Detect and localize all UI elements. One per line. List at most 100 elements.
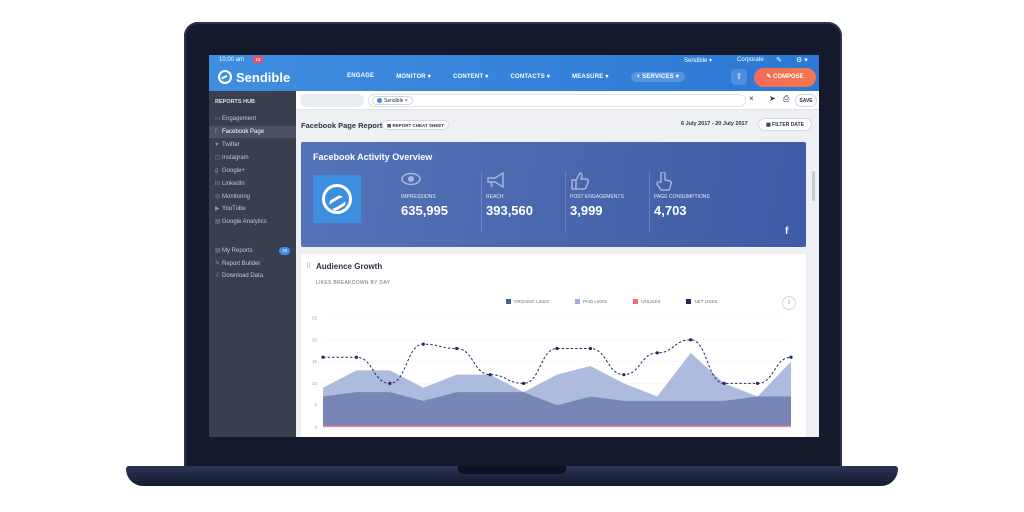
cheat-sheet-button[interactable]: ▤ REPORT CHEAT SHEET	[382, 120, 449, 130]
stat-label: POST ENGAGEMENTS	[570, 194, 624, 200]
reports-sidebar: REPORTS HUB ▭Engagement f Facebook Page ♥ Tw…	[209, 91, 296, 437]
sidebar-item-linkedin[interactable]: in LinkedIn	[209, 178, 296, 190]
tools-icon[interactable]: ✎	[776, 57, 782, 64]
page-title: Facebook Page Report	[301, 121, 383, 130]
top-bar: 10:00 am 15 Sendible ▾ Corporate ✎ ⚙ ▾ S…	[209, 55, 819, 91]
net-likes-point	[455, 346, 459, 351]
sidebar-item-label: LinkedIn	[222, 181, 245, 187]
print-icon[interactable]: ⎙	[783, 94, 790, 103]
monitoring-icon: ◎	[215, 194, 221, 200]
y-tick-label: 5	[314, 403, 317, 408]
nav-monitor[interactable]: MONITOR ▾	[396, 73, 431, 85]
nav-measure[interactable]: MEASURE ▾	[572, 73, 609, 85]
legend-net[interactable]: NET LIKES	[686, 299, 717, 304]
main-content: Sendible × × ➤ ⎙ SAVE Facebook Page Repo…	[296, 91, 819, 437]
sidebar-item-monitoring[interactable]: ◎ Monitoring	[209, 191, 296, 203]
pencil-icon: ✎	[766, 74, 772, 80]
sidebar-item-label: My Reports	[222, 248, 253, 254]
sidebar-item-report-builder[interactable]: ✎ Report Builder	[209, 258, 296, 270]
sidebar-item-engagement[interactable]: ▭Engagement	[209, 113, 296, 125]
youtube-icon: ▶	[215, 206, 220, 212]
sidebar-item-google[interactable]: g Google+	[209, 165, 296, 177]
nav-services[interactable]: + SERVICES ▾	[630, 72, 686, 82]
profile-select[interactable]	[300, 94, 364, 107]
clock: 10:00 am	[219, 57, 245, 63]
stat-post-engagements: POST ENGAGEMENTS 3,999	[565, 172, 650, 232]
profile-filter-input[interactable]: Sendible ×	[368, 94, 746, 107]
sidebar-item-my-reports[interactable]: ▤My Reports 18	[209, 245, 296, 257]
net-likes-point	[388, 381, 392, 385]
download-chart-button[interactable]: ⇩	[782, 296, 796, 310]
upload-button[interactable]: ⇪	[731, 69, 747, 85]
sidebar-item-label: Google Analytics	[222, 219, 267, 225]
clear-filter-icon[interactable]: ×	[749, 94, 754, 103]
sidebar-heading: REPORTS HUB	[215, 99, 256, 105]
chevron-down-icon: ▾	[804, 57, 808, 64]
net-likes-point	[722, 381, 726, 385]
plus-icon: +	[636, 74, 641, 80]
sidebar-item-label: Twitter	[222, 142, 240, 148]
sidebar-item-twitter[interactable]: ♥ Twitter	[209, 139, 296, 151]
chevron-down-icon: ▾	[546, 74, 551, 80]
drag-handle-icon[interactable]: ⠿	[306, 263, 312, 270]
activity-overview-card: Facebook Activity Overview IMPRESSIONS 6…	[301, 142, 806, 247]
googleplus-icon: g	[215, 168, 219, 174]
twitter-icon: ♥	[215, 142, 219, 148]
page-avatar	[313, 175, 361, 223]
download-icon: ⇩	[786, 300, 792, 306]
legend-label: PAID LIKES	[583, 299, 608, 304]
filter-date-label: FILTER DATE	[772, 122, 804, 128]
send-icon[interactable]: ➤	[769, 94, 776, 103]
nav-measure-label: MEASURE	[572, 74, 604, 80]
legend-swatch	[686, 299, 692, 304]
chart-subtitle: LIKES BREAKDOWN BY DAY	[316, 280, 391, 286]
audience-growth-card: ⠿ Audience Growth LIKES BREAKDOWN BY DAY…	[301, 254, 806, 437]
app-screen: 10:00 am 15 Sendible ▾ Corporate ✎ ⚙ ▾ S…	[209, 55, 819, 437]
y-tick-label: 20	[312, 337, 318, 342]
legend-swatch	[633, 299, 639, 304]
nav-monitor-label: MONITOR	[396, 74, 426, 80]
count-badge: 18	[278, 247, 290, 255]
save-button[interactable]: SAVE	[795, 94, 817, 107]
profile-tag[interactable]: Sendible ×	[372, 96, 413, 105]
stat-value: 393,560	[486, 203, 533, 218]
sendible-dot-icon	[377, 98, 382, 103]
sidebar-item-download-data[interactable]: ⇩ Download Data	[209, 270, 296, 282]
net-likes-point	[755, 381, 760, 385]
filter-date-button[interactable]: ▦ FILTER DATE	[758, 118, 812, 131]
notification-badge[interactable]: 15	[253, 56, 263, 63]
stat-page-consumptions: PAGE CONSUMPTIONS 4,703	[649, 171, 734, 232]
compose-button[interactable]: ✎ COMPOSE	[754, 68, 816, 87]
nav-engage[interactable]: ENGAGE	[347, 73, 375, 79]
profile-tag-label: Sendible	[384, 98, 404, 104]
legend-paid[interactable]: PAID LIKES	[575, 299, 607, 304]
laptop-notch	[458, 466, 566, 474]
legend-label: NET LIKES	[694, 299, 718, 304]
sidebar-item-instagram[interactable]: ◻ Instagram	[209, 152, 296, 164]
sendible-logo-icon	[322, 184, 352, 214]
legend-swatch	[575, 299, 581, 304]
scrollbar[interactable]	[812, 171, 815, 201]
sidebar-item-label: Facebook Page	[222, 129, 265, 135]
sidebar-item-youtube[interactable]: ▶ YouTube	[209, 203, 296, 215]
account-menu[interactable]: Sendible ▾	[684, 57, 712, 64]
sidebar-item-label: Engagement	[222, 116, 257, 122]
org-menu[interactable]: Corporate	[737, 57, 764, 63]
instagram-icon: ◻	[215, 155, 220, 161]
stat-label: PAGE CONSUMPTIONS	[654, 194, 710, 200]
org-name: Corporate	[737, 57, 764, 63]
stat-impressions: IMPRESSIONS 635,995	[397, 172, 482, 232]
brand-logo[interactable]: Sendible	[218, 68, 290, 86]
legend-unlikes[interactable]: UNLIKES	[633, 299, 660, 304]
legend-organic[interactable]: ORGANIC LIKES	[506, 299, 549, 304]
close-icon[interactable]: ×	[404, 98, 408, 104]
status-line: 10:00 am 15 Sendible ▾ Corporate ✎ ⚙ ▾	[209, 55, 819, 66]
net-likes-point	[521, 381, 526, 385]
unlikes-band	[323, 425, 791, 427]
overview-title: Facebook Activity Overview	[313, 152, 433, 162]
sidebar-item-facebook-page[interactable]: f Facebook Page	[209, 126, 296, 138]
sidebar-item-google-analytics[interactable]: ▤Google Analytics	[209, 216, 296, 228]
nav-content[interactable]: CONTENT ▾	[453, 73, 489, 85]
gear-icon[interactable]: ⚙ ▾	[796, 57, 808, 64]
nav-contacts[interactable]: CONTACTS ▾	[510, 73, 550, 85]
